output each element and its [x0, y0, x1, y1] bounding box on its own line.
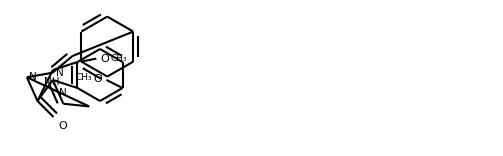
Text: N: N — [55, 68, 63, 78]
Text: NH: NH — [44, 77, 59, 87]
Text: N: N — [29, 72, 37, 82]
Text: CH₃: CH₃ — [76, 73, 93, 81]
Text: O: O — [58, 121, 67, 131]
Text: O: O — [94, 74, 103, 84]
Text: N: N — [59, 88, 67, 98]
Text: CH₃: CH₃ — [110, 54, 127, 63]
Text: O: O — [100, 54, 109, 64]
